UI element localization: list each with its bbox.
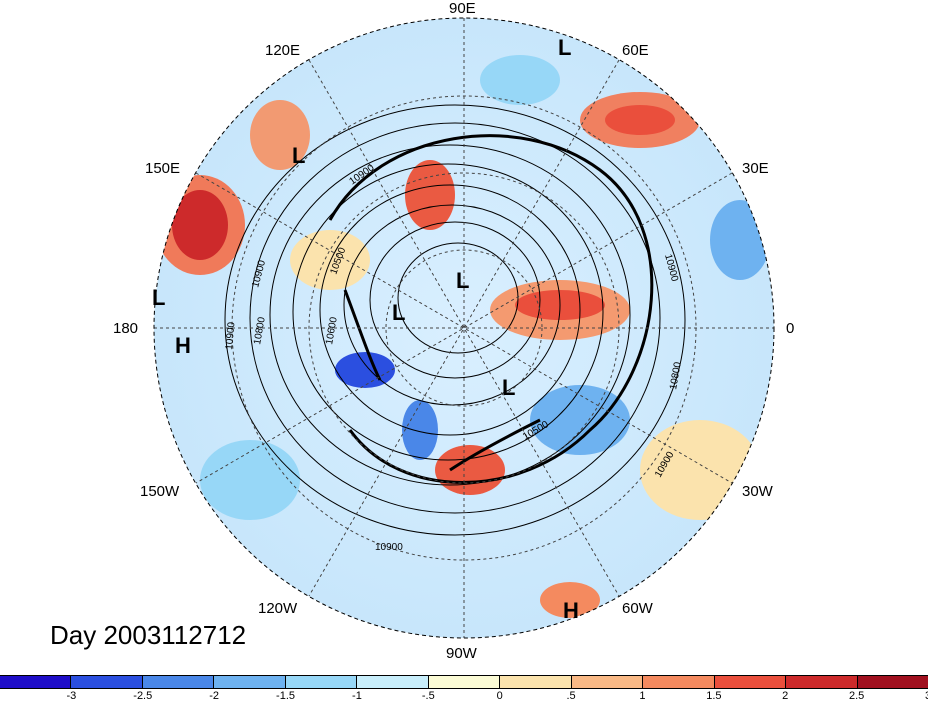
pressure-center: L: [456, 268, 470, 293]
colorbar-tick-label: -2.5: [133, 690, 153, 702]
colorbar-tick-label: 2.5: [848, 690, 865, 702]
lon-label-30e: 30E: [742, 160, 769, 177]
colorbar-tick-label: -2: [209, 690, 220, 702]
colorbar-swatch: [500, 676, 572, 688]
contour-label: 10600: [324, 316, 340, 346]
lon-label-150w: 150W: [140, 483, 180, 500]
lon-label-0: 0: [786, 320, 795, 337]
colorbar-tick-label: 2: [782, 690, 789, 702]
colorbar-swatch: [857, 676, 928, 688]
map-boundary: [153, 17, 775, 639]
graticule: [154, 18, 774, 638]
colorbar-tick-label: 1: [639, 690, 646, 702]
contour-label: 10800: [252, 316, 268, 346]
colorbar-tick-label: 3: [925, 690, 928, 702]
lon-label-120w: 120W: [258, 600, 298, 617]
contour-label: 10800: [668, 361, 684, 391]
lon-label-150e: 150E: [145, 160, 181, 177]
lon-label-30w: 30W: [742, 483, 773, 500]
lon-label-180: 180: [113, 320, 139, 337]
colorbar-tick-label: -1.5: [276, 690, 296, 702]
colorbar-swatch: [428, 676, 501, 688]
colorbar-tick-label: .5: [566, 690, 576, 702]
pressure-center: L: [502, 375, 516, 400]
colorbar-swatch: [571, 676, 644, 688]
colorbar-swatch: [714, 676, 787, 688]
day-label: Day 2003112712: [50, 620, 247, 650]
lon-label-60e: 60E: [622, 42, 649, 59]
contour-label: 10900: [375, 542, 403, 553]
pressure-center: L: [152, 285, 166, 310]
colorbar-tick-label: -3: [66, 690, 77, 702]
colorbar-swatch: [285, 676, 358, 688]
colorbar-tick-label: -.5: [421, 690, 435, 702]
colorbar-tick-label: -1: [352, 690, 362, 702]
colorbar-swatch: [214, 676, 286, 688]
lon-label-60w: 60W: [622, 600, 653, 617]
lon-label-90w: 90W: [446, 645, 477, 662]
colorbar-ticks: -3 -2.5 -2 -1.5 -1 -.5 0 .5 1 1.5 2 2.5 3: [0, 690, 928, 702]
lon-label-90e: 90E: [449, 0, 476, 17]
pressure-center: H: [563, 598, 579, 623]
colorbar-swatch: [71, 676, 143, 688]
colorbar-swatch: [0, 676, 72, 688]
colorbar: [0, 675, 928, 689]
colorbar-tick-label: 0: [496, 690, 503, 702]
colorbar-tick-label: 1.5: [706, 690, 722, 702]
pressure-center: H: [175, 333, 191, 358]
contour-label: 10900: [224, 321, 237, 350]
colorbar-swatch: [643, 676, 715, 688]
pressure-center: L: [392, 300, 406, 325]
colorbar-swatch: [786, 676, 858, 688]
anomaly-field: [154, 18, 774, 638]
lon-label-120e: 120E: [265, 42, 301, 59]
pressure-center: L: [292, 143, 306, 168]
pressure-center: L: [558, 35, 572, 60]
colorbar-swatch: [142, 676, 215, 688]
colorbar-swatch: [357, 676, 429, 688]
